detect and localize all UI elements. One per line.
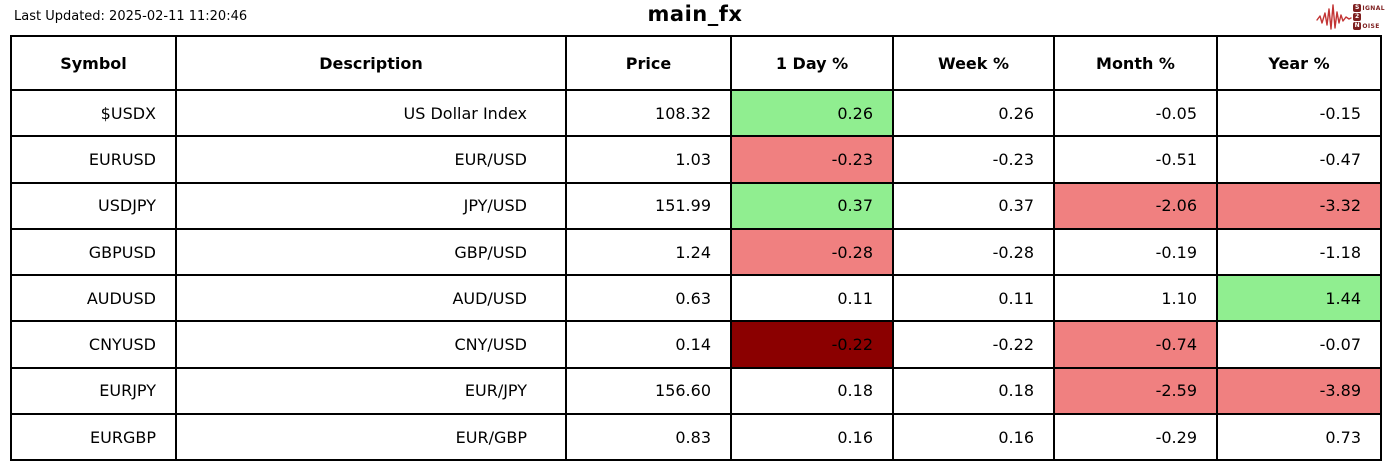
logo-letters: OISE — [1362, 22, 1380, 30]
cell-day-pct: -0.28 — [730, 227, 894, 277]
cell-week-pct: 0.18 — [892, 366, 1055, 416]
cell-year-pct: -0.47 — [1216, 135, 1382, 184]
cell-month-pct: 1.10 — [1053, 274, 1218, 323]
table-row: $USDX US Dollar Index 108.32 0.26 0.26 -0.05-… — [10, 88, 1382, 138]
logo-line: N OISE — [1353, 22, 1385, 30]
column-header-price: Price — [565, 35, 732, 91]
signal2noise-logo: S IGNAL 2 N OISE — [1316, 3, 1385, 31]
column-header-week-pct: Week % — [892, 35, 1055, 91]
cell-symbol: EURUSD — [10, 135, 177, 184]
logo-letter-box: N — [1353, 22, 1362, 30]
page-title: main_fx — [647, 2, 743, 26]
cell-description: GBP/USD — [175, 227, 567, 277]
cell-year-pct: -3.89 — [1216, 366, 1382, 416]
table-row: GBPUSD GBP/USD 1.24 -0.28 -0.28 -0.19 -1.18 — [10, 227, 1382, 277]
cell-description: EUR/USD — [175, 135, 567, 184]
logo-line: S IGNAL — [1353, 4, 1385, 12]
cell-description: AUD/USD — [175, 274, 567, 323]
cell-month-pct: -0.19 — [1053, 227, 1218, 277]
waveform-line — [1316, 4, 1353, 30]
cell-price: 156.60 — [565, 366, 732, 416]
cell-description: EUR/GBP — [175, 413, 567, 462]
cell-week-pct: 0.16 — [892, 413, 1055, 462]
cell-day-pct: 0.16 — [730, 413, 894, 462]
cell-symbol: USDJPY — [10, 181, 177, 230]
cell-week-pct: 0.37 — [892, 181, 1055, 230]
cell-description: US Dollar Index — [175, 88, 567, 138]
cell-month-pct: -0.05 — [1053, 88, 1218, 138]
cell-description: JPY/USD — [175, 181, 567, 230]
table-row: CNYUSD CNY/USD 0.14 -0.22 -0.22 -0.74 -0.07 — [10, 320, 1382, 369]
fx-table: Symbol Description Price 1 Day % Week % … — [10, 35, 1382, 462]
last-updated-timestamp: Last Updated: 2025-02-11 11:20:46 — [14, 9, 248, 24]
cell-week-pct: 0.26 — [892, 88, 1055, 138]
cell-week-pct: -0.22 — [892, 320, 1055, 369]
logo-letter-box: S — [1353, 4, 1362, 12]
cell-week-pct: -0.28 — [892, 227, 1055, 277]
waveform-icon — [1316, 4, 1353, 30]
table-row: EURUSD EUR/USD 1.03 -0.23 -0.23 -0.51 -0.47 — [10, 135, 1382, 184]
cell-day-pct: 0.26 — [730, 88, 894, 138]
cell-symbol: EURJPY — [10, 366, 177, 416]
cell-week-pct: 0.11 — [892, 274, 1055, 323]
cell-price: 0.14 — [565, 320, 732, 369]
column-header-month-pct: Month % — [1053, 35, 1218, 91]
cell-symbol: AUDUSD — [10, 274, 177, 323]
cell-month-pct: -2.06 — [1053, 181, 1218, 230]
logo-letters: IGNAL — [1362, 4, 1385, 12]
cell-year-pct: -3.32 — [1216, 181, 1382, 230]
logo-text: S IGNAL 2 N OISE — [1353, 4, 1385, 30]
table-row: EURGBP EUR/GBP 0.83 0.16 0.16 -0.29 0.73 — [10, 413, 1382, 462]
cell-symbol: $USDX — [10, 88, 177, 138]
cell-year-pct: 1.44 — [1216, 274, 1382, 323]
cell-price: 1.24 — [565, 227, 732, 277]
fx-table-body: $USDX US Dollar Index 108.32 0.26 0.26 -0.05-… — [10, 88, 1382, 462]
cell-price: 108.32 — [565, 88, 732, 138]
cell-price: 0.83 — [565, 413, 732, 462]
column-header-description: Description — [175, 35, 567, 91]
column-header-year-pct: Year % — [1216, 35, 1382, 91]
fx-table-header: Symbol Description Price 1 Day % Week % … — [10, 35, 1382, 91]
cell-day-pct: 0.11 — [730, 274, 894, 323]
cell-year-pct: 0.73 — [1216, 413, 1382, 462]
cell-symbol: GBPUSD — [10, 227, 177, 277]
header-row: Symbol Description Price 1 Day % Week % … — [10, 35, 1382, 91]
logo-letter-box: 2 — [1353, 13, 1362, 21]
cell-price: 151.99 — [565, 181, 732, 230]
cell-description: CNY/USD — [175, 320, 567, 369]
table-row: EURJPY EUR/JPY 156.60 0.18 0.18 -2.59 -3.89 — [10, 366, 1382, 416]
table-row: USDJPY JPY/USD 151.99 0.37 0.37 -2.06 -3.32 — [10, 181, 1382, 230]
column-header-symbol: Symbol — [10, 35, 177, 91]
table-row: AUDUSD AUD/USD 0.63 0.11 0.11 1.10 1.44 — [10, 274, 1382, 323]
cell-month-pct: -0.74 — [1053, 320, 1218, 369]
cell-price: 0.63 — [565, 274, 732, 323]
cell-day-pct: 0.37 — [730, 181, 894, 230]
cell-year-pct: -1.18 — [1216, 227, 1382, 277]
cell-year-pct: -0.07 — [1216, 320, 1382, 369]
cell-month-pct: -0.29 — [1053, 413, 1218, 462]
cell-month-pct: -2.59 — [1053, 366, 1218, 416]
cell-symbol: CNYUSD — [10, 320, 177, 369]
cell-day-pct: -0.22 — [730, 320, 894, 369]
cell-price: 1.03 — [565, 135, 732, 184]
cell-day-pct: 0.18 — [730, 366, 894, 416]
cell-symbol: EURGBP — [10, 413, 177, 462]
logo-line: 2 — [1353, 13, 1385, 21]
cell-week-pct: -0.23 — [892, 135, 1055, 184]
column-header-day-pct: 1 Day % — [730, 35, 894, 91]
cell-description: EUR/JPY — [175, 366, 567, 416]
cell-month-pct: -0.51 — [1053, 135, 1218, 184]
cell-day-pct: -0.23 — [730, 135, 894, 184]
cell-year-pct: -0.15 — [1216, 88, 1382, 138]
